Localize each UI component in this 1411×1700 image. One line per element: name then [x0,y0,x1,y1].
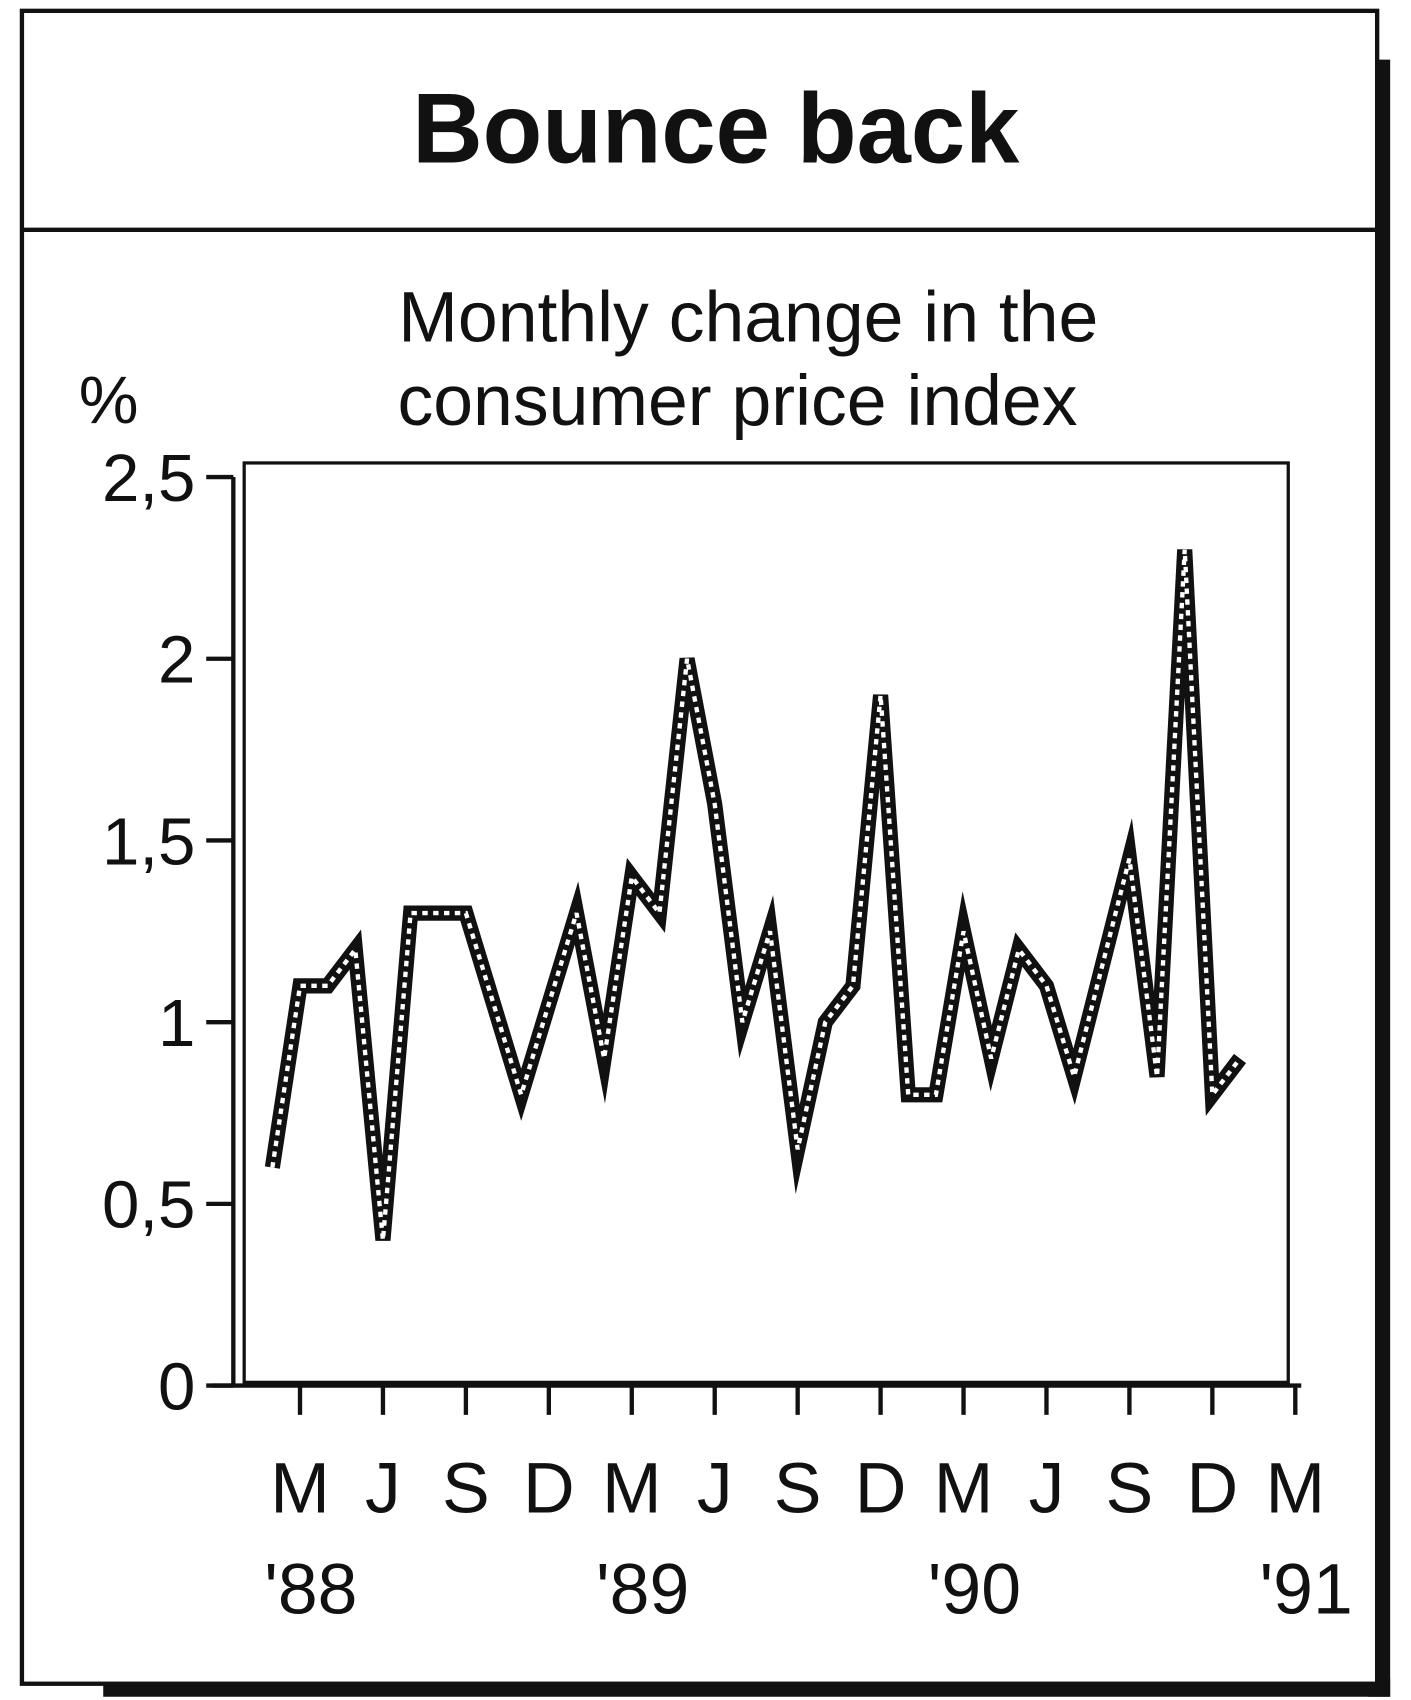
chart-subtitle: consumer price index [397,361,1077,441]
y-axis-label: % [79,363,139,438]
x-tick-label: S [1106,1448,1154,1528]
x-tick-label: S [774,1448,822,1528]
frame [19,8,1380,1686]
x-tick-label: M [602,1448,662,1528]
x-tick-label: J [697,1448,733,1528]
chart-subtitle: Monthly change in the [398,278,1098,358]
y-tick-label: 0,5 [102,1168,195,1243]
x-tick-label: J [1029,1448,1065,1528]
series-line-highlight [270,549,1242,1241]
plot-frame [242,461,1290,1384]
x-tick-label: S [442,1448,490,1528]
y-tick-label: 0 [158,1349,195,1424]
x-tick-label: J [365,1448,401,1528]
y-tick-label: 2 [158,623,195,698]
x-year-label: '89 [596,1549,689,1629]
chart-title: Bounce back [412,74,1020,185]
x-year-label: '90 [928,1549,1021,1629]
x-year-label: '91 [1260,1549,1353,1629]
y-tick-label: 1 [158,986,195,1061]
x-tick-label: D [523,1448,575,1528]
x-tick-label: M [270,1448,330,1528]
x-tick-label: D [1187,1448,1239,1528]
x-tick-label: D [855,1448,907,1528]
y-tick-label: 1,5 [102,804,195,879]
x-year-label: '88 [264,1549,357,1629]
y-tick-label: 2,5 [102,441,195,516]
x-tick-label: M [934,1448,994,1528]
x-tick-label: M [1265,1448,1325,1528]
